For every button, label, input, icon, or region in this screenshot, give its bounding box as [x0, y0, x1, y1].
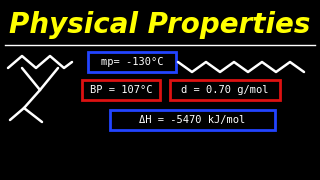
Text: ΔH = -5470 kJ/mol: ΔH = -5470 kJ/mol [140, 115, 246, 125]
FancyBboxPatch shape [88, 52, 176, 72]
Text: Physical Properties: Physical Properties [9, 11, 311, 39]
Text: d = 0.70 g/mol: d = 0.70 g/mol [181, 85, 269, 95]
Text: mp= -130°C: mp= -130°C [101, 57, 163, 67]
FancyBboxPatch shape [82, 80, 160, 100]
Text: BP = 107°C: BP = 107°C [90, 85, 152, 95]
FancyBboxPatch shape [170, 80, 280, 100]
FancyBboxPatch shape [110, 110, 275, 130]
